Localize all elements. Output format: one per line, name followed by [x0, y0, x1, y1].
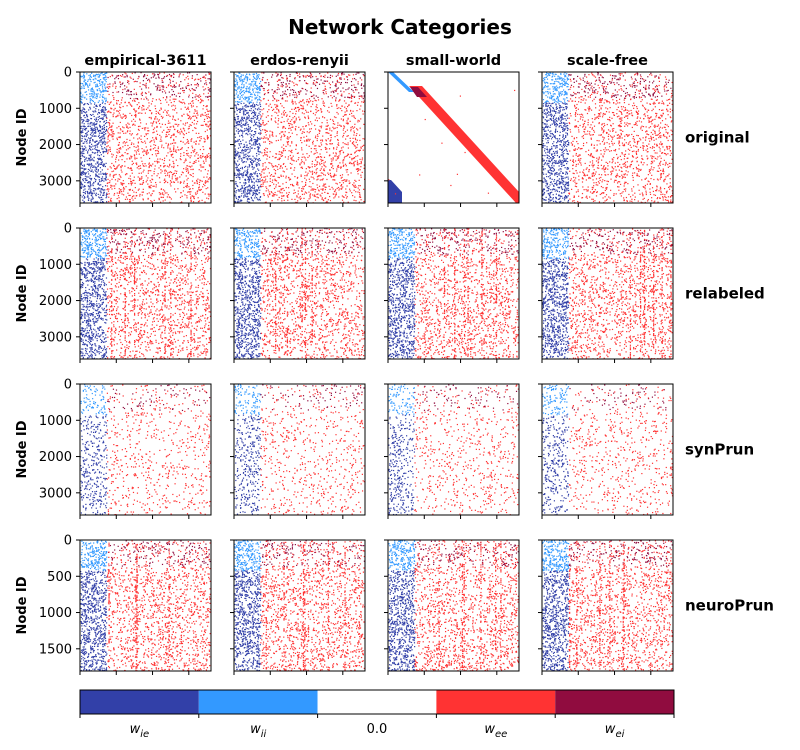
colorbar-segment-w_ei [555, 690, 674, 714]
heatmap-cells [80, 384, 211, 515]
heatmap-cells [234, 228, 365, 359]
heatmap-cells [234, 540, 365, 671]
y-tick-label: 3000 [39, 174, 72, 189]
heatmap-panel-original-empirical-3611: 0 1000 2000 3000 [39, 66, 212, 207]
colorbar-label-3: wee [484, 722, 507, 740]
heatmap-cells [388, 228, 519, 359]
colorbar-segment-0.0 [317, 690, 437, 714]
heatmap-panel-relabeled-scale-free [538, 227, 674, 363]
panel-frame [541, 227, 674, 360]
heatmap-panel-original-erdos-renyii [230, 71, 366, 207]
colorbar: wie wii 0.0 wee wei [79, 689, 675, 740]
heatmap-panel-synPrun-small-world [384, 383, 520, 519]
heatmap-cells [80, 540, 211, 671]
row-label-original: original [685, 129, 750, 147]
panel-frame [79, 71, 212, 204]
y-tick-label: 1500 [39, 642, 72, 657]
y-axis-label-row-3: Node ID [15, 576, 30, 634]
panel-frame [541, 383, 674, 516]
y-tick-label: 0 [64, 66, 72, 81]
y-axis-label-row-2: Node ID [15, 420, 30, 478]
column-header-2: small-world [406, 53, 501, 69]
heatmap-cells [234, 72, 365, 203]
panel-frame [233, 383, 366, 516]
panel-frame [233, 71, 366, 204]
y-tick-label: 0 [64, 534, 72, 549]
y-tick-label: 1000 [39, 102, 72, 117]
y-tick-label: 1000 [39, 258, 72, 273]
heatmap-cells [542, 72, 673, 203]
heatmap-panel-neuroPrun-empirical-3611: 0 500 1000 1500 [39, 534, 212, 675]
panel-frame [79, 227, 212, 360]
heatmap-panel-relabeled-empirical-3611: 0 1000 2000 3000 [39, 222, 212, 363]
colorbar-frame [79, 689, 675, 715]
heatmap-cells [388, 72, 519, 203]
heatmap-cells [388, 540, 519, 671]
heatmap-cells [542, 384, 673, 515]
panel-frame [541, 539, 674, 672]
panel-frame [233, 227, 366, 360]
y-tick-label: 500 [47, 570, 72, 585]
colorbar-label-2: 0.0 [367, 722, 388, 737]
panel-frame [387, 383, 520, 516]
colorbar-segment-w_ii [198, 690, 318, 714]
heatmap-cells [80, 72, 211, 203]
heatmap-panel-relabeled-small-world [384, 227, 520, 363]
panel-frame [79, 539, 212, 672]
y-tick-label: 0 [64, 378, 72, 393]
row-label-relabeled: relabeled [685, 285, 765, 303]
heatmap-cells [542, 228, 673, 359]
row-label-synPrun: synPrun [685, 441, 754, 459]
panel-frame [233, 539, 366, 672]
heatmap-panel-neuroPrun-small-world [384, 539, 520, 675]
heatmap-panel-neuroPrun-erdos-renyii [230, 539, 366, 675]
panel-frame [541, 71, 674, 204]
colorbar-label-1: wii [250, 722, 266, 740]
y-axis-label-row-0: Node ID [15, 108, 30, 166]
y-tick-label: 2000 [39, 138, 72, 153]
colorbar-label-4: wei [605, 722, 625, 740]
colorbar-segment-w_ee [436, 690, 556, 714]
y-tick-label: 1000 [39, 414, 72, 429]
heatmap-panel-original-scale-free [538, 71, 674, 207]
y-axis-label-row-1: Node ID [15, 264, 30, 322]
heatmap-panel-relabeled-erdos-renyii [230, 227, 366, 363]
column-header-1: erdos-renyii [250, 53, 349, 69]
heatmap-cells [388, 384, 519, 515]
column-header-3: scale-free [567, 53, 648, 69]
heatmap-panel-neuroPrun-scale-free [538, 539, 674, 675]
figure-title: Network Categories [288, 15, 512, 39]
panel-frame [79, 383, 212, 516]
heatmap-cells [542, 540, 673, 671]
y-tick-label: 2000 [39, 450, 72, 465]
y-tick-label: 0 [64, 222, 72, 237]
y-tick-label: 1000 [39, 606, 72, 621]
panel-frame [387, 71, 520, 204]
heatmap-panel-synPrun-empirical-3611: 0 1000 2000 3000 [39, 378, 212, 519]
y-tick-label: 3000 [39, 330, 72, 345]
heatmap-panel-synPrun-erdos-renyii [230, 383, 366, 519]
heatmap-panel-synPrun-scale-free [538, 383, 674, 519]
heatmap-grid: empirical-3611 erdos-renyii small-world sca… [15, 53, 774, 675]
heatmap-cells [80, 228, 211, 359]
column-header-0: empirical-3611 [84, 53, 206, 69]
y-tick-label: 2000 [39, 294, 72, 309]
heatmap-panel-original-small-world [384, 71, 520, 207]
colorbar-label-0: wie [130, 722, 150, 740]
panel-frame [387, 539, 520, 672]
row-label-neuroPrun: neuroPrun [685, 597, 774, 615]
heatmap-cells [234, 384, 365, 515]
colorbar-segment-w_ie [80, 690, 199, 714]
y-tick-label: 3000 [39, 486, 72, 501]
panel-frame [387, 227, 520, 360]
